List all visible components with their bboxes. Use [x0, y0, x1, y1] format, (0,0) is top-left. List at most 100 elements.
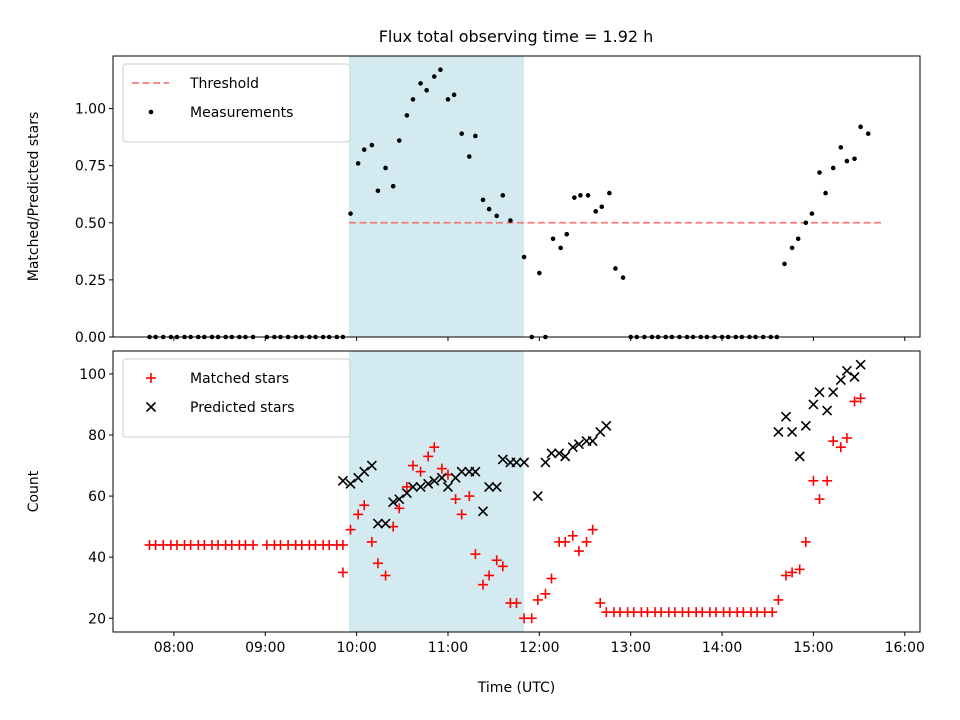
- marker-stroke: [794, 451, 805, 462]
- marker-stroke: [380, 518, 391, 529]
- matched-star-point: [337, 539, 348, 550]
- measurement-point: [383, 165, 388, 171]
- measurement-point: [480, 197, 486, 203]
- marker-stroke: [511, 457, 522, 468]
- measurement-point: [599, 204, 605, 210]
- predicted-star-point: [345, 478, 356, 489]
- predicted-star-point: [359, 466, 370, 477]
- matched-star-point: [436, 463, 447, 474]
- measurement-point: [438, 67, 443, 73]
- measurement-point: [558, 245, 563, 251]
- predicted-star-point: [511, 457, 522, 468]
- x-tick-label: 16:00: [885, 640, 925, 656]
- matched-star-point: [540, 588, 551, 599]
- matched-star-point: [407, 460, 418, 471]
- matched-star-point: [835, 442, 846, 453]
- ratio-panel: 0.00 0.25 0.50 0.75 1.00 Matched/Predicted st…: [26, 55, 921, 346]
- matched-star-point: [581, 536, 592, 547]
- predicted-star-point: [394, 494, 405, 505]
- predicted-star-point: [567, 442, 578, 453]
- legend: Matched stars Predicted stars: [122, 358, 351, 438]
- matched-star-point: [248, 539, 259, 550]
- matched-star-point: [855, 393, 866, 404]
- x-tick-label: 08:00: [154, 640, 194, 656]
- matched-star-point: [478, 579, 489, 590]
- legend-box: [122, 63, 351, 143]
- marker-stroke: [787, 426, 798, 438]
- axes-frame: [112, 55, 921, 338]
- measurement-point: [369, 142, 375, 148]
- matched-star-point: [822, 475, 833, 486]
- measurement-point: [459, 131, 464, 136]
- predicted-star-point: [519, 457, 530, 468]
- marker-stroke: [372, 518, 384, 529]
- measurement-point: [858, 124, 863, 130]
- matched-star-point: [337, 567, 348, 578]
- matched-star-point: [841, 433, 852, 444]
- highlight-span: [349, 56, 525, 337]
- marker-stroke: [841, 365, 852, 376]
- y-tick-label: 100: [79, 367, 106, 383]
- marker-stroke: [573, 439, 584, 450]
- matched-star-point: [359, 500, 370, 511]
- x-tick-label: 14:00: [702, 640, 742, 656]
- measurement-point: [355, 161, 361, 166]
- predicted-star-point: [540, 457, 551, 468]
- y-tick-label: 0.25: [75, 273, 106, 289]
- marker-stroke: [394, 494, 405, 505]
- x-tick-label: 09:00: [245, 640, 285, 656]
- measurement-point: [451, 92, 457, 98]
- predicted-star-point: [601, 420, 612, 431]
- marker-stroke: [484, 481, 495, 492]
- marker-stroke: [780, 411, 792, 422]
- y-tick-label: 60: [88, 489, 106, 505]
- measurement-point: [550, 236, 556, 242]
- x-axis-label: Time (UTC): [477, 680, 555, 696]
- measurement-point: [431, 74, 437, 79]
- marker-stroke: [773, 426, 784, 438]
- predicted-star-point: [849, 371, 860, 383]
- matched-star-point: [353, 509, 364, 520]
- matched-star-point: [814, 494, 825, 505]
- marker-stroke: [560, 451, 571, 462]
- matched-star-point: [526, 613, 537, 624]
- marker-stroke: [855, 359, 866, 370]
- y-tick-label: 80: [88, 428, 106, 444]
- measurement-point: [809, 211, 815, 216]
- marker-stroke: [849, 371, 860, 383]
- predicted-star-point: [822, 405, 833, 416]
- marker-stroke: [415, 481, 426, 492]
- measurement-point: [620, 275, 626, 280]
- marker-stroke: [366, 460, 377, 471]
- legend-label: Threshold: [189, 76, 259, 92]
- legend-label: Matched stars: [190, 371, 289, 387]
- marker-stroke: [436, 472, 447, 483]
- matched-star-point: [415, 466, 426, 477]
- marker-stroke: [800, 420, 811, 431]
- marker-stroke: [442, 481, 454, 492]
- matched-star-point: [567, 530, 578, 541]
- matched-star-point: [781, 570, 792, 581]
- measurement-point: [613, 266, 618, 271]
- marker-stroke: [388, 497, 399, 508]
- marker-stroke: [497, 454, 508, 465]
- measurement-point: [564, 231, 570, 237]
- legend: Threshold Measurements: [122, 63, 351, 143]
- matched-star-point: [546, 573, 557, 584]
- predicted-star-point: [855, 359, 866, 370]
- measurement-point: [361, 147, 367, 152]
- matched-star-point: [450, 494, 461, 505]
- measurement-point: [486, 206, 492, 212]
- measurement-point: [844, 158, 850, 164]
- matched-star-point: [372, 558, 383, 569]
- matched-star-point: [773, 594, 784, 605]
- x-tick-label: 15:00: [793, 640, 833, 656]
- marker-stroke: [828, 387, 839, 398]
- matched-star-point: [470, 549, 481, 560]
- legend-label: Measurements: [190, 105, 293, 121]
- measurement-point: [521, 254, 527, 260]
- predicted-star-point: [780, 411, 792, 422]
- predicted-star-point: [429, 475, 440, 486]
- predicted-star-point: [388, 497, 399, 508]
